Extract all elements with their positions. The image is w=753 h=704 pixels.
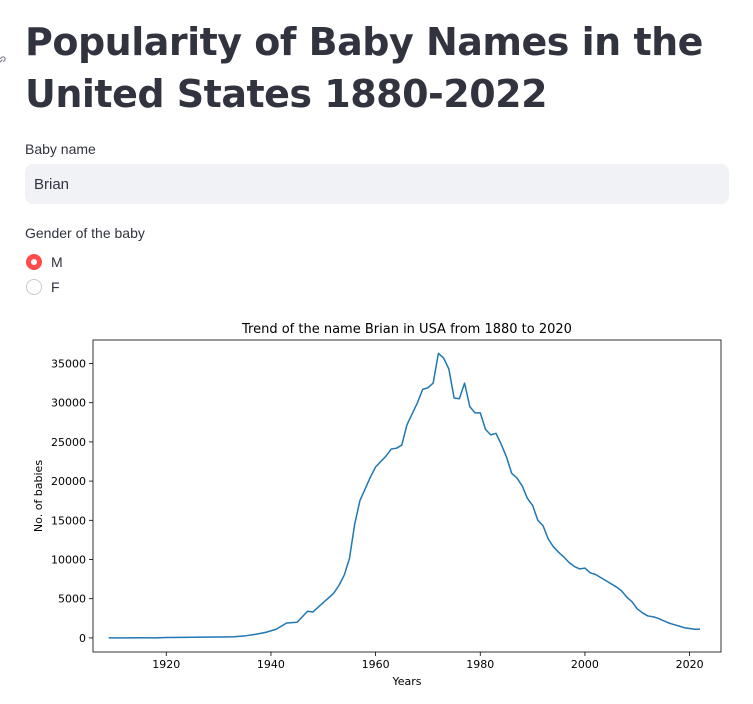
x-tick-label: 1980 — [466, 658, 494, 671]
baby-name-label: Baby name — [25, 141, 96, 157]
gender-option-label: M — [51, 254, 63, 270]
baby-name-input[interactable] — [25, 164, 729, 204]
gender-option-f[interactable]: F — [26, 277, 60, 297]
chart-title: Trend of the name Brian in USA from 1880… — [241, 322, 572, 337]
y-tick-label: 20000 — [51, 475, 86, 488]
x-tick-label: 1920 — [152, 658, 180, 671]
x-axis-label: Years — [391, 675, 421, 688]
gender-label: Gender of the baby — [25, 225, 145, 241]
gender-option-label: F — [51, 279, 60, 295]
radio-unchecked-icon[interactable] — [26, 279, 42, 295]
y-tick-label: 15000 — [51, 514, 86, 527]
x-tick-label: 1960 — [362, 658, 390, 671]
page-title: Popularity of Baby Names in the United S… — [25, 20, 703, 116]
y-tick-label: 30000 — [51, 397, 86, 410]
series-line — [108, 352, 701, 639]
plot-frame — [92, 339, 722, 653]
y-tick-label: 0 — [79, 632, 86, 645]
x-tick-label: 2020 — [676, 658, 704, 671]
y-tick-label: 10000 — [51, 553, 86, 566]
axis-ticks: 1920 1940 1960 1980 2000 2020 0 5000 10000 15000 2… — [51, 358, 704, 671]
gender-option-m[interactable]: M — [26, 252, 63, 272]
y-tick-label: 35000 — [51, 358, 86, 371]
radio-checked-icon[interactable] — [26, 254, 42, 270]
y-axis-label: No. of babies — [32, 460, 45, 532]
y-tick-label: 25000 — [51, 436, 86, 449]
x-tick-label: 2000 — [571, 658, 599, 671]
y-tick-label: 5000 — [58, 593, 86, 606]
trend-chart: Trend of the name Brian in USA from 1880… — [0, 312, 753, 700]
trend-chart-svg: Trend of the name Brian in USA from 1880… — [32, 322, 722, 688]
x-tick-label: 1940 — [257, 658, 285, 671]
link-icon — [0, 56, 6, 66]
